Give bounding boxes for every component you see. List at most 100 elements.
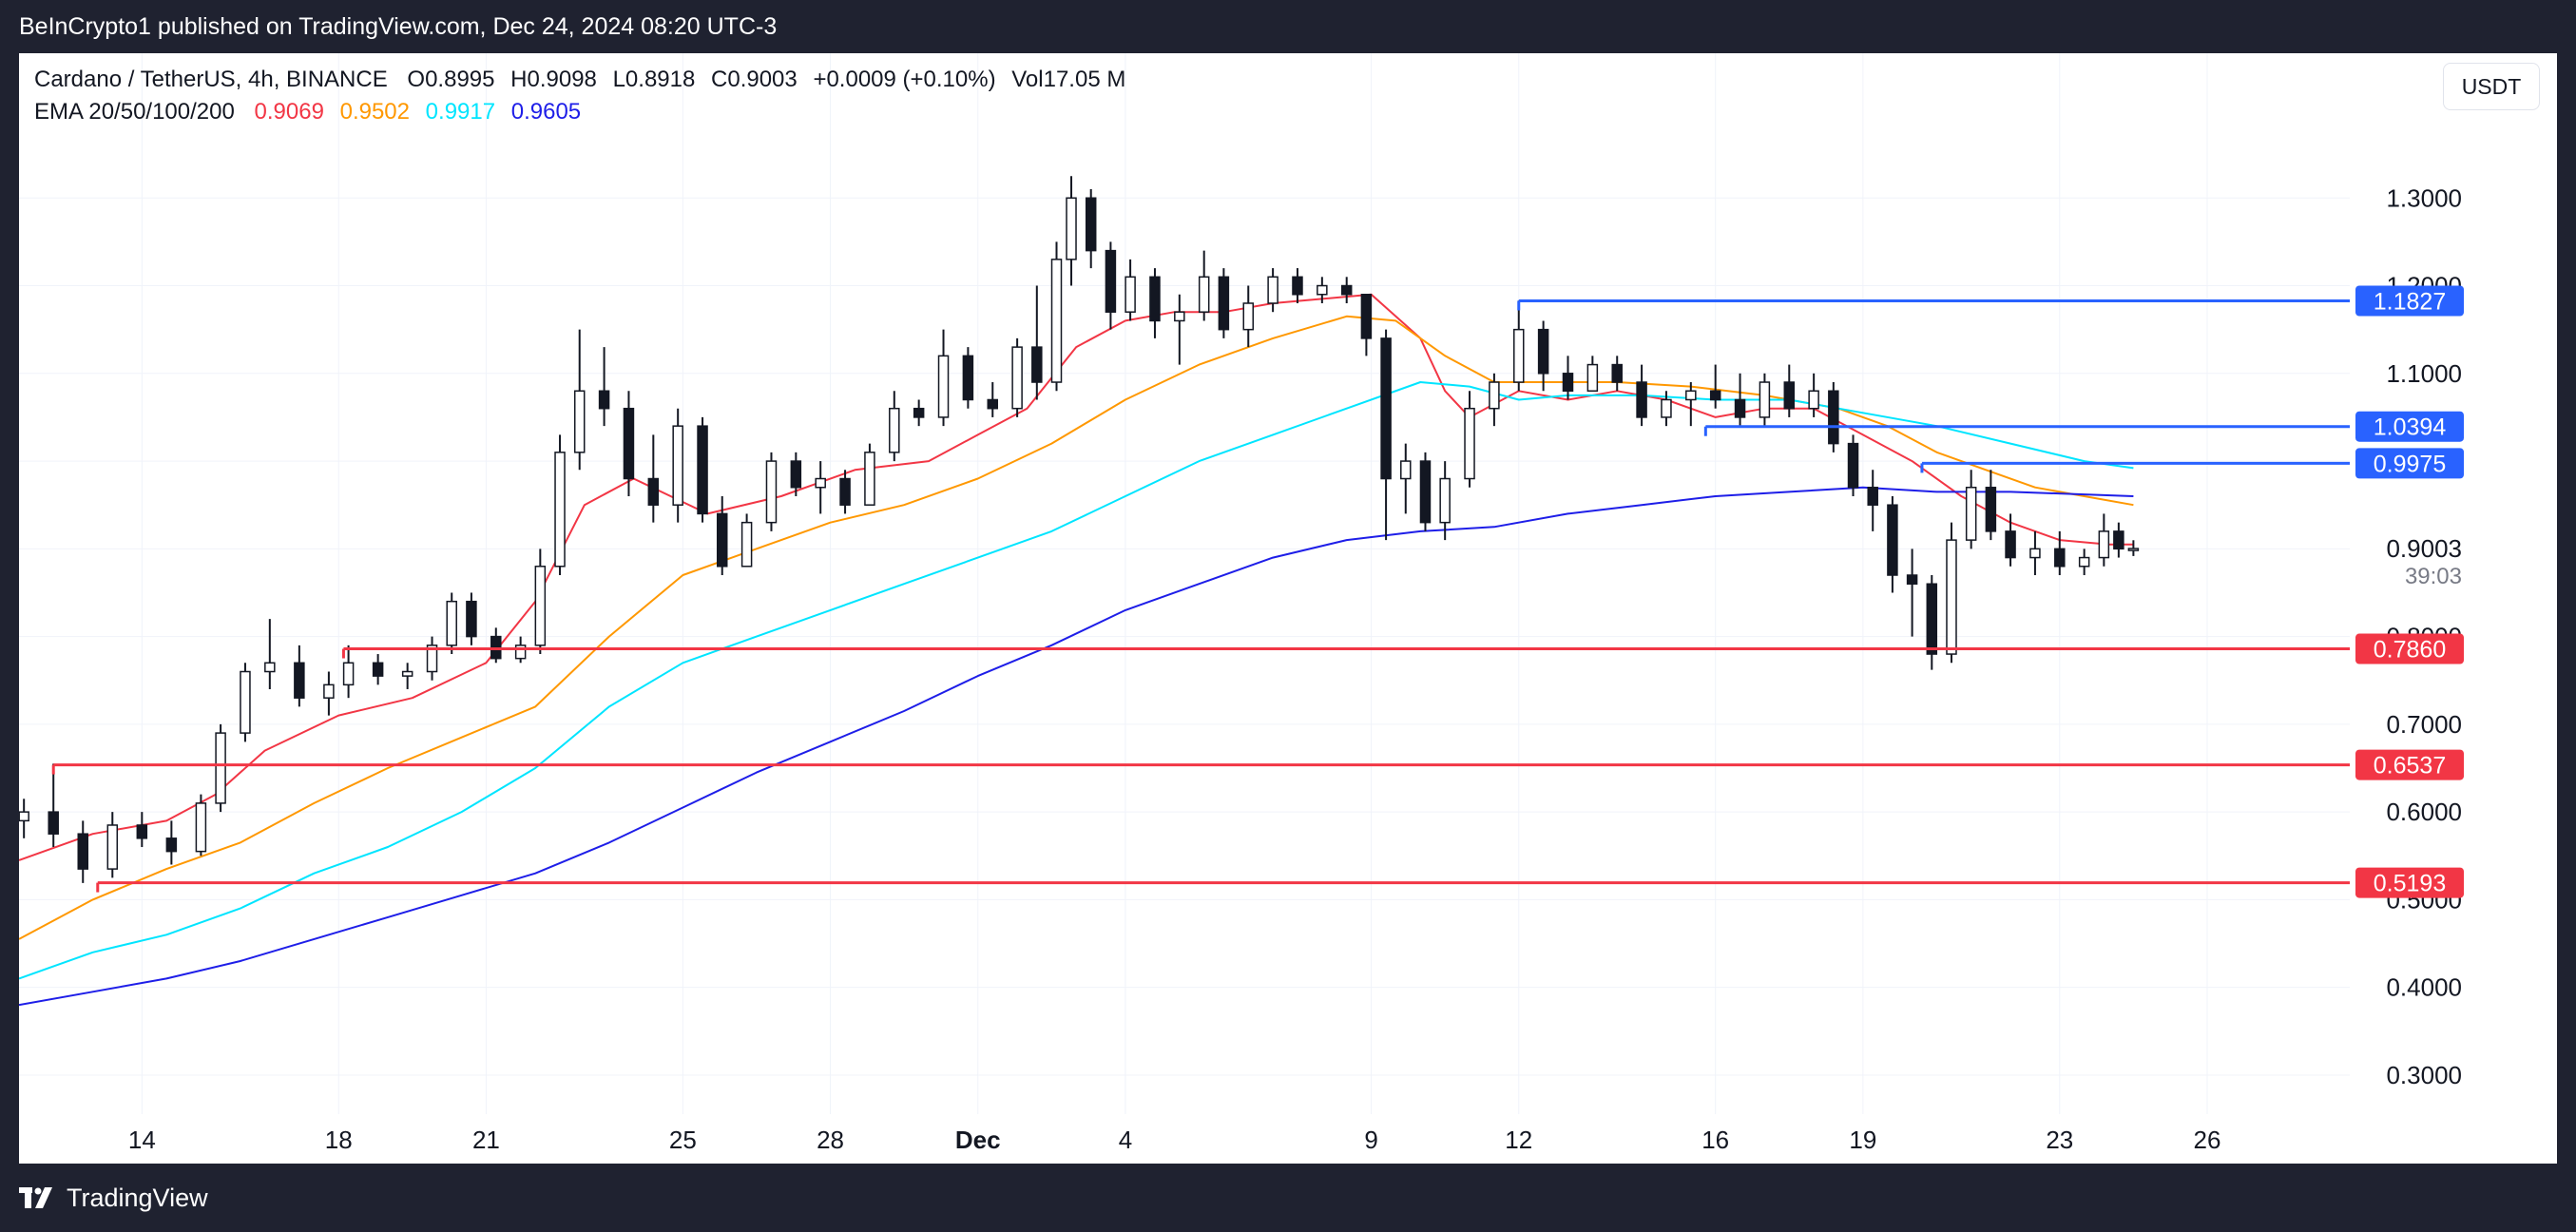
candle-body xyxy=(889,407,900,453)
ema-legend[interactable]: EMA 20/50/100/200 0.9069 0.9502 0.9917 0… xyxy=(34,99,590,125)
footer-bar: TradingView xyxy=(0,1164,2576,1232)
ema-label: EMA 20/50/100/200 xyxy=(34,99,235,125)
symbol-legend: Cardano / TetherUS, 4h, BINANCE O0.8995 … xyxy=(34,67,1135,93)
x-tick-label: 12 xyxy=(1505,1126,1532,1154)
candle-body xyxy=(264,662,276,673)
price-level-label: 0.6537 xyxy=(2374,753,2446,780)
candle-body xyxy=(2054,548,2066,568)
price-level-label: 0.5193 xyxy=(2374,871,2446,897)
candle-body xyxy=(554,452,566,568)
candle-body xyxy=(647,477,660,506)
y-tick-label: 0.6000 xyxy=(2386,798,2462,826)
y-tick-label: 1.1000 xyxy=(2386,359,2462,388)
chart-panel[interactable]: 0.30000.40000.50000.60000.70000.80000.90… xyxy=(19,53,2557,1164)
publish-header: BeInCrypto1 published on TradingView.com… xyxy=(0,0,2576,53)
ema20-value: 0.9069 xyxy=(254,99,324,125)
candle-body xyxy=(815,477,826,489)
candle-body xyxy=(1611,363,1623,383)
price-level-label: 0.7860 xyxy=(2374,637,2446,664)
candle-body xyxy=(1867,486,1878,506)
candle-body xyxy=(1887,504,1898,576)
candle-body xyxy=(323,683,335,699)
candle-body xyxy=(1085,197,1097,252)
candle-body xyxy=(1783,381,1796,410)
x-tick-label: 16 xyxy=(1701,1126,1729,1154)
candle-body xyxy=(2113,530,2124,550)
x-tick-label: 21 xyxy=(472,1126,500,1154)
candle-body xyxy=(716,512,728,568)
low-value: L0.8918 xyxy=(612,67,696,92)
candle-body xyxy=(342,662,355,686)
candle-body xyxy=(1636,381,1647,418)
currency-button[interactable]: USDT xyxy=(2443,63,2540,110)
candle-body xyxy=(1926,583,1938,655)
candle-body xyxy=(1828,390,1839,445)
candle-body xyxy=(913,407,925,418)
candle-body xyxy=(1149,276,1161,322)
y-tick-label: 0.4000 xyxy=(2386,973,2462,1002)
candle-body xyxy=(1562,373,1574,393)
last-price-label: 0.9003 xyxy=(2386,534,2462,563)
price-level-tag xyxy=(2355,285,2464,317)
candle-body xyxy=(1198,276,1210,313)
candle-body xyxy=(1050,259,1063,383)
candle-body xyxy=(987,398,999,410)
candle-body xyxy=(215,732,226,804)
price-level-tag xyxy=(2355,411,2464,442)
candle-body xyxy=(426,645,438,673)
candle-body xyxy=(573,390,586,453)
candle-body xyxy=(106,824,119,870)
candle-body xyxy=(1360,294,1373,339)
candle-body xyxy=(1031,346,1043,383)
y-tick-label: 1.3000 xyxy=(2386,183,2462,212)
change-value: +0.0009 (+0.10%) xyxy=(813,67,996,92)
symbol-name[interactable]: Cardano / TetherUS, 4h, BINANCE xyxy=(34,67,388,92)
candle-body xyxy=(1965,486,1977,541)
ema-20-line xyxy=(19,293,2134,861)
candle-body xyxy=(1464,407,1475,480)
candle-body xyxy=(1734,398,1746,418)
price-chart[interactable]: 0.30000.40000.50000.60000.70000.80000.90… xyxy=(19,53,2557,1164)
candle-body xyxy=(1985,486,1997,532)
candle-body xyxy=(1292,276,1303,296)
candle-body xyxy=(2098,530,2110,559)
candle-body xyxy=(672,425,683,506)
candle-body xyxy=(1759,381,1771,418)
tradingview-logo-icon[interactable] xyxy=(19,1187,57,1208)
ema100-value: 0.9917 xyxy=(425,99,496,125)
candle-body xyxy=(1380,337,1392,480)
candle-body xyxy=(1125,276,1136,313)
candle-body xyxy=(19,811,29,822)
candle-body xyxy=(401,670,413,677)
candle-body xyxy=(1489,381,1500,410)
candle-body xyxy=(1537,328,1549,375)
candle-body xyxy=(534,566,547,646)
candle-body xyxy=(740,521,753,568)
candle-body xyxy=(466,600,477,638)
candle-body xyxy=(48,811,59,835)
candle-body xyxy=(1586,363,1599,393)
candle-body xyxy=(2005,530,2016,559)
tradingview-brand[interactable]: TradingView xyxy=(67,1183,208,1212)
close-value: C0.9003 xyxy=(711,67,798,92)
x-tick-label: Dec xyxy=(955,1126,1001,1154)
price-level-tag xyxy=(2355,867,2464,898)
candle-body xyxy=(1242,302,1254,331)
ema-200-line xyxy=(19,486,2134,1007)
x-tick-label: 28 xyxy=(817,1126,844,1154)
price-level-tag xyxy=(2355,749,2464,780)
candle-body xyxy=(1661,398,1672,418)
candle-body xyxy=(1267,276,1278,304)
candle-body xyxy=(294,662,305,699)
x-tick-label: 18 xyxy=(325,1126,353,1154)
candle-body xyxy=(1906,574,1918,585)
candle-body xyxy=(790,460,802,489)
y-tick-label: 0.7000 xyxy=(2386,710,2462,739)
candle-body xyxy=(1946,539,1957,655)
candle-body xyxy=(937,355,950,418)
candle-body xyxy=(1340,284,1353,296)
candle-body xyxy=(2029,548,2041,559)
candle-body xyxy=(1685,390,1697,401)
open-value: O0.8995 xyxy=(407,67,495,92)
candle-body xyxy=(962,355,974,401)
